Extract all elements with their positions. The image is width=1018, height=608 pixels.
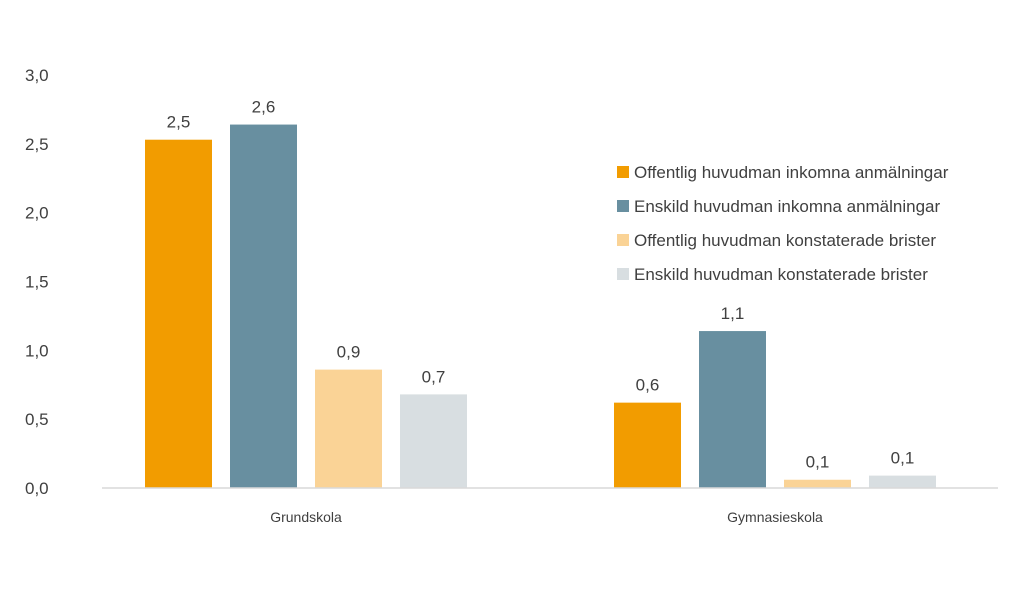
- bar: [230, 124, 297, 488]
- legend-swatch: [617, 166, 629, 178]
- y-tick-label: 2,0: [25, 204, 49, 223]
- y-axis: 0,0 0,5 1,0 1,5 2,0 2,5 3,0: [25, 66, 49, 498]
- data-label: 0,9: [337, 343, 361, 362]
- legend-label: Enskild huvudman konstaterade brister: [634, 265, 928, 284]
- bar: [315, 369, 382, 488]
- category-label: Grundskola: [270, 509, 342, 525]
- legend-item: Offentlig huvudman inkomna anmälningar: [617, 163, 949, 182]
- bar: [145, 139, 212, 488]
- data-label: 2,5: [167, 113, 191, 132]
- y-tick-label: 0,5: [25, 410, 49, 429]
- legend-item: Enskild huvudman konstaterade brister: [617, 265, 928, 284]
- legend: Offentlig huvudman inkomna anmälningar En…: [617, 163, 949, 284]
- bars: [145, 124, 936, 488]
- y-tick-label: 1,0: [25, 341, 49, 360]
- data-label: 0,7: [422, 367, 446, 386]
- data-label: 2,6: [252, 98, 276, 117]
- data-label: 1,1: [721, 304, 745, 323]
- data-labels: 2,5 2,6 0,9 0,7 0,6 1,1 0,1 0,1: [167, 98, 915, 472]
- legend-swatch: [617, 268, 629, 280]
- y-tick-label: 1,5: [25, 273, 49, 292]
- data-label: 0,6: [636, 376, 660, 395]
- y-tick-label: 2,5: [25, 135, 49, 154]
- bar: [614, 402, 681, 488]
- category-label: Gymnasieskola: [727, 509, 823, 525]
- y-tick-label: 3,0: [25, 66, 49, 85]
- bar: [699, 331, 766, 488]
- data-label: 0,1: [891, 449, 915, 468]
- legend-label: Offentlig huvudman konstaterade brister: [634, 231, 936, 250]
- bar: [869, 475, 936, 488]
- y-tick-label: 0,0: [25, 479, 49, 498]
- legend-swatch: [617, 234, 629, 246]
- x-axis: Grundskola Gymnasieskola: [102, 487, 998, 525]
- legend-item: Enskild huvudman inkomna anmälningar: [617, 197, 941, 216]
- data-label: 0,1: [806, 453, 830, 472]
- bar: [784, 479, 851, 488]
- legend-swatch: [617, 200, 629, 212]
- bar: [400, 394, 467, 488]
- legend-label: Offentlig huvudman inkomna anmälningar: [634, 163, 949, 182]
- legend-item: Offentlig huvudman konstaterade brister: [617, 231, 936, 250]
- legend-label: Enskild huvudman inkomna anmälningar: [634, 197, 941, 216]
